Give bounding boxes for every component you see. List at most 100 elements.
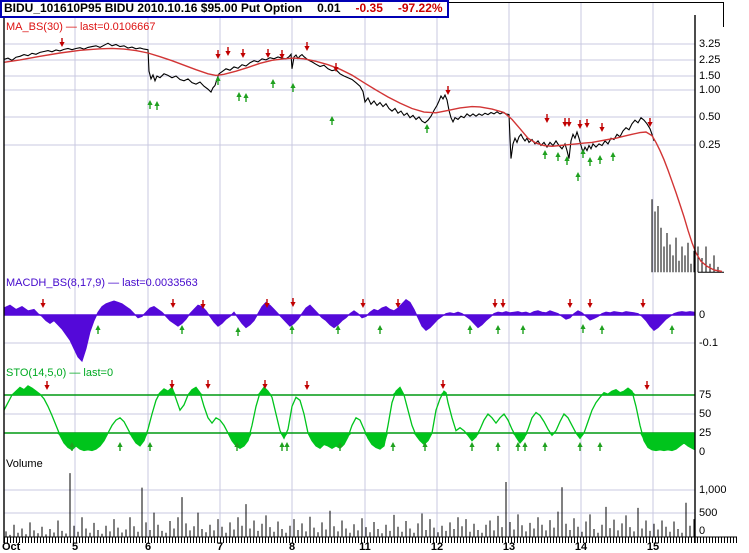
buy-arrow (515, 442, 521, 451)
buy-arrow (147, 100, 153, 109)
sell-arrow (290, 298, 296, 307)
buy-arrow (422, 442, 428, 451)
price-axis-tick: 0.25 (699, 139, 721, 151)
sto-axis-tick: 50 (699, 408, 712, 420)
sell-arrow (500, 299, 506, 308)
x-axis-label: 7 (216, 541, 224, 553)
buy-arrow (95, 325, 101, 334)
buy-arrow (495, 442, 501, 451)
volume-axis-tick: 500 (699, 507, 718, 519)
buy-arrow (279, 442, 285, 451)
sell-arrow (587, 299, 593, 308)
sell-arrow (647, 118, 653, 127)
buy-arrow (610, 152, 616, 161)
sto-axis-tick: 0 (699, 446, 706, 458)
sell-arrow (562, 118, 568, 127)
sell-arrow (304, 42, 310, 51)
buy-arrow (329, 116, 335, 125)
sell-arrow (644, 381, 650, 390)
buy-arrow (580, 149, 586, 158)
buy-arrow (335, 325, 341, 334)
x-axis-label: 14 (574, 541, 588, 553)
sto-line (3, 385, 696, 452)
buy-arrow (599, 325, 605, 334)
sell-arrow (360, 299, 366, 308)
buy-arrow (520, 325, 526, 334)
symbol-title: BIDU_101610P95 BIDU 2010.10.16 $95.00 Pu… (4, 1, 303, 15)
buy-arrow (522, 442, 528, 451)
sto-axis-tick: 75 (699, 389, 712, 401)
volume-axis-tick: 0 (699, 525, 706, 537)
sell-arrow (599, 123, 605, 132)
macd-axis-tick: -0.1 (699, 337, 718, 349)
sto-axis-tick: 25 (699, 427, 712, 439)
price-axis-tick: 1.50 (699, 70, 721, 82)
macd-panel-label: MACDH_BS(8,17,9) — last=0.0033563 (6, 277, 198, 289)
buy-arrow (243, 93, 249, 102)
buy-arrow (467, 325, 473, 334)
sell-arrow (566, 118, 572, 127)
buy-arrow (377, 325, 383, 334)
x-axis-label: 6 (144, 541, 152, 553)
x-axis-label: 11 (359, 541, 371, 553)
buy-arrow (495, 325, 501, 334)
x-axis-label: 8 (288, 541, 296, 553)
sell-arrow (544, 114, 550, 123)
sell-arrow (304, 381, 310, 390)
buy-arrow (390, 442, 396, 451)
ma30-line (3, 47, 723, 273)
volume-panel-label: Volume (6, 458, 43, 470)
sell-arrow (492, 299, 498, 308)
sto-overbought-fill (4, 385, 695, 395)
sell-arrow (215, 50, 221, 59)
sell-arrow (584, 119, 590, 128)
sto-panel-label: STO(14,5,0) — last=0 (6, 367, 114, 379)
sell-arrow (265, 49, 271, 58)
sell-arrow (264, 299, 270, 308)
sell-arrow (395, 299, 401, 308)
buy-arrow (542, 150, 548, 159)
sell-arrow (59, 38, 65, 47)
buy-arrow (289, 325, 295, 334)
buy-arrow (270, 79, 276, 88)
buy-arrow (542, 442, 548, 451)
sell-arrow (240, 49, 246, 58)
sell-arrow (170, 299, 176, 308)
x-axis-label: Oct (2, 541, 21, 553)
last-price: 0.01 (317, 1, 341, 15)
buy-arrow (284, 442, 290, 451)
buy-arrow (236, 92, 242, 101)
price-change-pct: -97.22% (397, 1, 443, 15)
buy-arrow (290, 83, 296, 92)
price-line (3, 42, 655, 159)
x-axis-label: 12 (430, 541, 444, 553)
buy-arrow (575, 172, 581, 181)
buy-arrow (424, 124, 430, 133)
buy-arrow (669, 325, 675, 334)
sell-arrow (577, 120, 583, 129)
sell-arrow (333, 63, 339, 72)
minute-tick-band (4, 537, 737, 543)
sell-arrow (640, 299, 646, 308)
price-change: -0.35 (355, 1, 383, 15)
buy-arrow (235, 327, 241, 336)
sell-arrow (200, 300, 206, 309)
buy-arrow (469, 442, 475, 451)
buy-arrow (215, 76, 221, 85)
buy-arrow (580, 324, 586, 333)
buy-arrow (179, 325, 185, 334)
buy-arrow (597, 155, 603, 164)
price-axis-tick: 3.25 (699, 38, 721, 50)
buy-arrow (69, 442, 75, 451)
macd-axis-tick: 0 (699, 309, 706, 321)
price-panel-label: MA_BS(30) — last=0.0106667 (6, 21, 156, 33)
macd-histogram (3, 298, 695, 363)
sell-arrow (225, 47, 231, 56)
sto-oversold-fill (4, 433, 695, 451)
sell-arrow (262, 380, 268, 389)
sell-arrow (445, 86, 451, 95)
buy-arrow (577, 442, 583, 451)
sell-arrow (169, 380, 175, 389)
